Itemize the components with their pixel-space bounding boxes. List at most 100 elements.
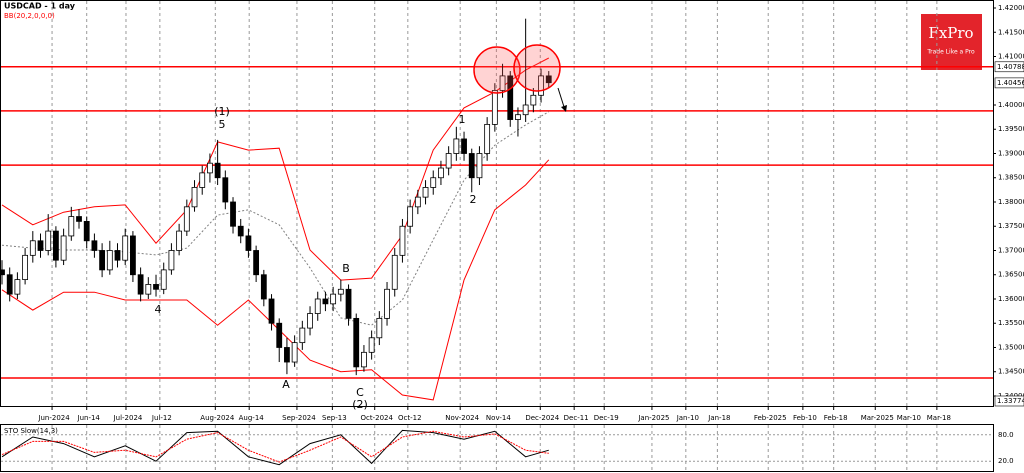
x-tick-label: Aug-2024	[200, 414, 235, 422]
candle-body	[391, 254, 398, 290]
x-tick-label: Jun-2024	[37, 414, 70, 422]
x-tick-label: Mar-18	[927, 414, 951, 422]
candle-body	[484, 123, 491, 154]
candle-body	[160, 269, 167, 290]
candle-body	[545, 75, 552, 84]
candle-body	[137, 274, 144, 295]
x-tick-label: Sep-2024	[282, 414, 316, 422]
x-tick-label: Dec-11	[564, 414, 589, 422]
candle-body	[60, 235, 67, 261]
candle-body	[253, 250, 260, 276]
candle-body	[245, 235, 252, 251]
x-tick-label: Jul-2024	[113, 414, 143, 422]
x-tick-label: Mar-2025	[861, 414, 894, 422]
candle-body	[337, 288, 344, 295]
oscillator-panel	[0, 424, 994, 472]
x-tick-label: Feb-2025	[754, 414, 787, 422]
price-tag-label: 1.40456	[997, 79, 1024, 87]
candle-body	[99, 250, 106, 271]
y-tick-label: 1.40000	[998, 101, 1024, 109]
candle-body	[384, 288, 390, 319]
candle-body	[106, 250, 113, 271]
candle-body	[422, 187, 429, 198]
y-tick-label: 1.35500	[998, 319, 1024, 327]
candle-body	[68, 216, 75, 237]
candle-body	[453, 138, 460, 154]
y-tick-label: 1.41500	[998, 28, 1024, 36]
price-panel	[0, 0, 994, 407]
highlight-circle	[473, 46, 521, 94]
candle-body	[230, 201, 236, 227]
candle-body	[499, 75, 506, 91]
candle-body	[222, 177, 229, 203]
price-tag-label: 1.33774	[997, 397, 1024, 405]
oscillator-line	[1, 429, 549, 466]
y-tick-label: 20.0	[998, 457, 1014, 465]
candle-body	[83, 220, 90, 242]
x-tick-label: Jan-18	[707, 414, 730, 422]
band-upper	[1, 57, 550, 281]
x-tick-label: Sep-13	[322, 414, 347, 422]
logo-tagline: Trade Like a Pro	[926, 49, 975, 56]
wave-label: 1	[459, 113, 466, 126]
candle-body	[376, 317, 383, 339]
candle-body	[114, 250, 121, 261]
candle-body	[445, 153, 452, 169]
candle-body	[322, 298, 329, 305]
wave-label: 5	[219, 118, 226, 131]
x-tick-label: Oct-12	[398, 414, 422, 422]
x-tick-label: Mar-10	[897, 414, 921, 422]
x-tick-label: Jul-12	[151, 414, 172, 422]
y-tick-label: 1.41000	[998, 52, 1024, 60]
price-tag-label: 1.40788	[997, 63, 1024, 71]
candle-body	[0, 269, 5, 276]
candle-body	[530, 94, 537, 106]
candle-body	[145, 284, 152, 295]
candle-body	[6, 274, 13, 295]
x-tick-label: Oct-2024	[360, 414, 393, 422]
y-tick-label: 1.36000	[998, 295, 1024, 303]
candle-body	[515, 114, 521, 120]
candle-body	[122, 235, 129, 261]
x-tick-label: Dec-2024	[525, 414, 559, 422]
candle-body	[353, 317, 360, 368]
candle-body	[183, 206, 190, 232]
candle-body	[176, 230, 183, 251]
candle-body	[130, 235, 136, 276]
symbol-title: USDCAD - 1 day	[4, 2, 76, 11]
y-tick-label: 1.42000	[998, 4, 1024, 12]
oscillator-title: STO Slow(14,3)	[4, 427, 58, 435]
wave-label: B	[342, 262, 350, 275]
candle-body	[191, 187, 198, 208]
candle-body	[22, 254, 29, 280]
candle-body	[345, 288, 352, 319]
candle-body	[199, 172, 206, 188]
candle-body	[330, 293, 337, 305]
candle-body	[276, 322, 283, 348]
candle-body	[430, 177, 437, 188]
candle-body	[507, 75, 514, 120]
logo-box	[921, 14, 982, 70]
x-tick-label: Jan-2025	[637, 414, 669, 422]
wave-label: C	[356, 386, 364, 399]
candle-body	[260, 274, 267, 300]
candle-body	[284, 347, 290, 363]
candle-body	[314, 298, 321, 314]
x-tick-label: Nov-2024	[445, 414, 479, 422]
arrow-head	[561, 105, 567, 112]
candle-body	[522, 104, 529, 116]
candle-body	[153, 284, 159, 290]
x-tick-label: Aug-14	[239, 414, 265, 422]
logo-brand: FxPro	[928, 24, 973, 42]
candle-body	[168, 250, 175, 271]
indicator-label: BB(20,2,0,0,0)	[4, 12, 55, 20]
x-tick-label: Feb-18	[824, 414, 848, 422]
y-tick-label: 1.36500	[998, 271, 1024, 279]
y-tick-label: 1.39500	[998, 125, 1024, 133]
candle-body	[368, 337, 375, 353]
candle-body	[407, 206, 414, 227]
y-tick-label: 1.38500	[998, 174, 1024, 182]
candle-body	[29, 240, 36, 256]
candle-body	[468, 153, 475, 179]
